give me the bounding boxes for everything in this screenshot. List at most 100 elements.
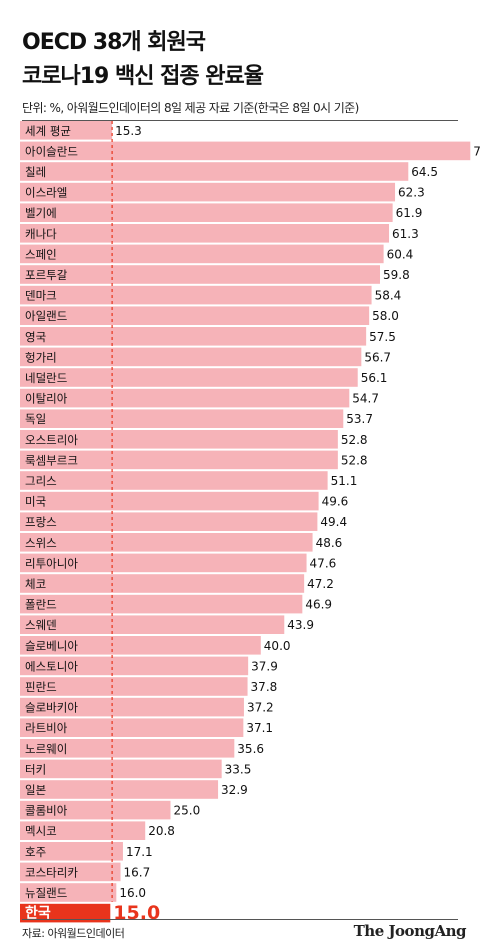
category-label: 멕시코 xyxy=(25,824,57,838)
category-label: 아이슬란드 xyxy=(25,144,78,158)
value-label: 56.1 xyxy=(361,371,388,385)
bar xyxy=(20,718,244,737)
category-label: 뉴질랜드 xyxy=(25,886,67,900)
category-label: 네덜란드 xyxy=(25,371,67,385)
category-label: 이스라엘 xyxy=(25,186,67,200)
category-label: 스위스 xyxy=(25,536,57,550)
bar xyxy=(20,141,471,161)
category-label: 미국 xyxy=(25,495,46,509)
bar xyxy=(20,553,307,573)
value-label: 61.3 xyxy=(392,227,419,241)
value-label: 37.9 xyxy=(251,659,278,673)
category-label: 에스토니아 xyxy=(25,659,78,673)
bar xyxy=(20,162,409,181)
bar xyxy=(20,327,367,346)
bar xyxy=(20,430,338,449)
category-label: 폴란드 xyxy=(25,598,57,612)
bar xyxy=(20,697,244,717)
category-label: 캐나다 xyxy=(25,227,57,241)
value-label: 61.9 xyxy=(396,206,423,220)
value-label: 47.2 xyxy=(307,577,334,591)
category-label: 벨기에 xyxy=(25,206,57,220)
category-label: 이탈리아 xyxy=(25,392,68,406)
value-label: 37.8 xyxy=(251,680,278,694)
value-label: 35.6 xyxy=(237,742,264,756)
chart-subtitle: 단위: %, 아워월드인데이터의 8일 제공 자료 기준(한국은 8일 0시 기… xyxy=(22,101,359,115)
value-label: 48.6 xyxy=(316,536,343,550)
category-label: 룩셈부르크 xyxy=(25,453,78,467)
value-label: 16.0 xyxy=(119,886,146,900)
category-label: 그리스 xyxy=(25,474,57,488)
category-label: 프랑스 xyxy=(25,515,57,529)
value-label: 58.0 xyxy=(372,309,399,323)
category-label: 슬로베니아 xyxy=(25,639,78,653)
value-label: 64.5 xyxy=(411,165,438,179)
brand-logo: The JoongAng xyxy=(353,922,467,940)
chart-title-line1: OECD 38개 회원국 xyxy=(22,30,206,55)
value-label: 59.8 xyxy=(383,268,410,282)
value-label: 16.7 xyxy=(124,865,151,879)
value-label: 51.1 xyxy=(331,474,358,488)
value-label: 15.3 xyxy=(115,124,142,138)
bar xyxy=(20,368,358,387)
bar xyxy=(20,574,305,593)
bar xyxy=(20,759,222,779)
bar xyxy=(20,285,372,305)
bar xyxy=(20,615,285,634)
bar xyxy=(20,491,319,511)
bar xyxy=(20,533,313,552)
category-label: 터키 xyxy=(25,762,46,776)
bar xyxy=(20,842,123,861)
bar xyxy=(20,594,303,614)
value-label: 52.8 xyxy=(341,453,368,467)
bar xyxy=(20,780,219,799)
bottom-divider xyxy=(22,919,458,920)
source-note: 자료: 아워월드인데이터 xyxy=(22,927,125,940)
category-label: 슬로바키아 xyxy=(25,701,78,715)
bar xyxy=(20,883,117,902)
category-label: 콜롬비아 xyxy=(25,804,68,818)
value-label: 15.0 xyxy=(113,902,160,924)
category-label: 코스타리카 xyxy=(25,865,78,879)
bar xyxy=(20,388,350,408)
category-label: 한국 xyxy=(25,906,51,922)
bar xyxy=(20,244,384,264)
category-label: 라트비아 xyxy=(25,721,68,735)
value-label: 57.5 xyxy=(369,330,396,344)
bar xyxy=(20,821,146,840)
bar xyxy=(20,347,362,367)
value-label: 52.8 xyxy=(341,433,368,447)
chart-title-line2: 코로나19 백신 접종 완료율 xyxy=(22,64,264,89)
bar xyxy=(20,862,121,882)
category-label: 독일 xyxy=(25,412,46,426)
bar xyxy=(20,182,396,202)
value-label: 56.7 xyxy=(364,350,391,364)
category-label: 아일랜드 xyxy=(25,309,67,323)
bar xyxy=(20,265,380,284)
bar xyxy=(20,306,370,325)
bar xyxy=(20,636,261,655)
value-label: 33.5 xyxy=(225,762,252,776)
category-label: 세계 평균 xyxy=(25,124,71,138)
value-label: 62.3 xyxy=(398,186,425,200)
bar xyxy=(20,121,113,140)
category-label: 리투아니아 xyxy=(25,556,78,570)
value-label: 43.9 xyxy=(287,618,314,632)
bar xyxy=(20,739,235,758)
value-label: 58.4 xyxy=(375,289,402,303)
top-divider xyxy=(22,120,458,121)
category-label: 일본 xyxy=(25,783,46,797)
value-label: 37.2 xyxy=(247,701,274,715)
category-label: 영국 xyxy=(25,330,46,344)
bar xyxy=(20,224,390,243)
value-label: 49.4 xyxy=(320,515,347,529)
value-label: 17.1 xyxy=(126,845,153,859)
value-label: 53.7 xyxy=(346,412,373,426)
bar xyxy=(20,677,248,696)
value-label: 47.6 xyxy=(310,556,337,570)
bar xyxy=(20,450,338,470)
value-label: 37.1 xyxy=(246,721,273,735)
category-label: 포르투갈 xyxy=(25,268,68,282)
value-label: 49.6 xyxy=(322,495,349,509)
